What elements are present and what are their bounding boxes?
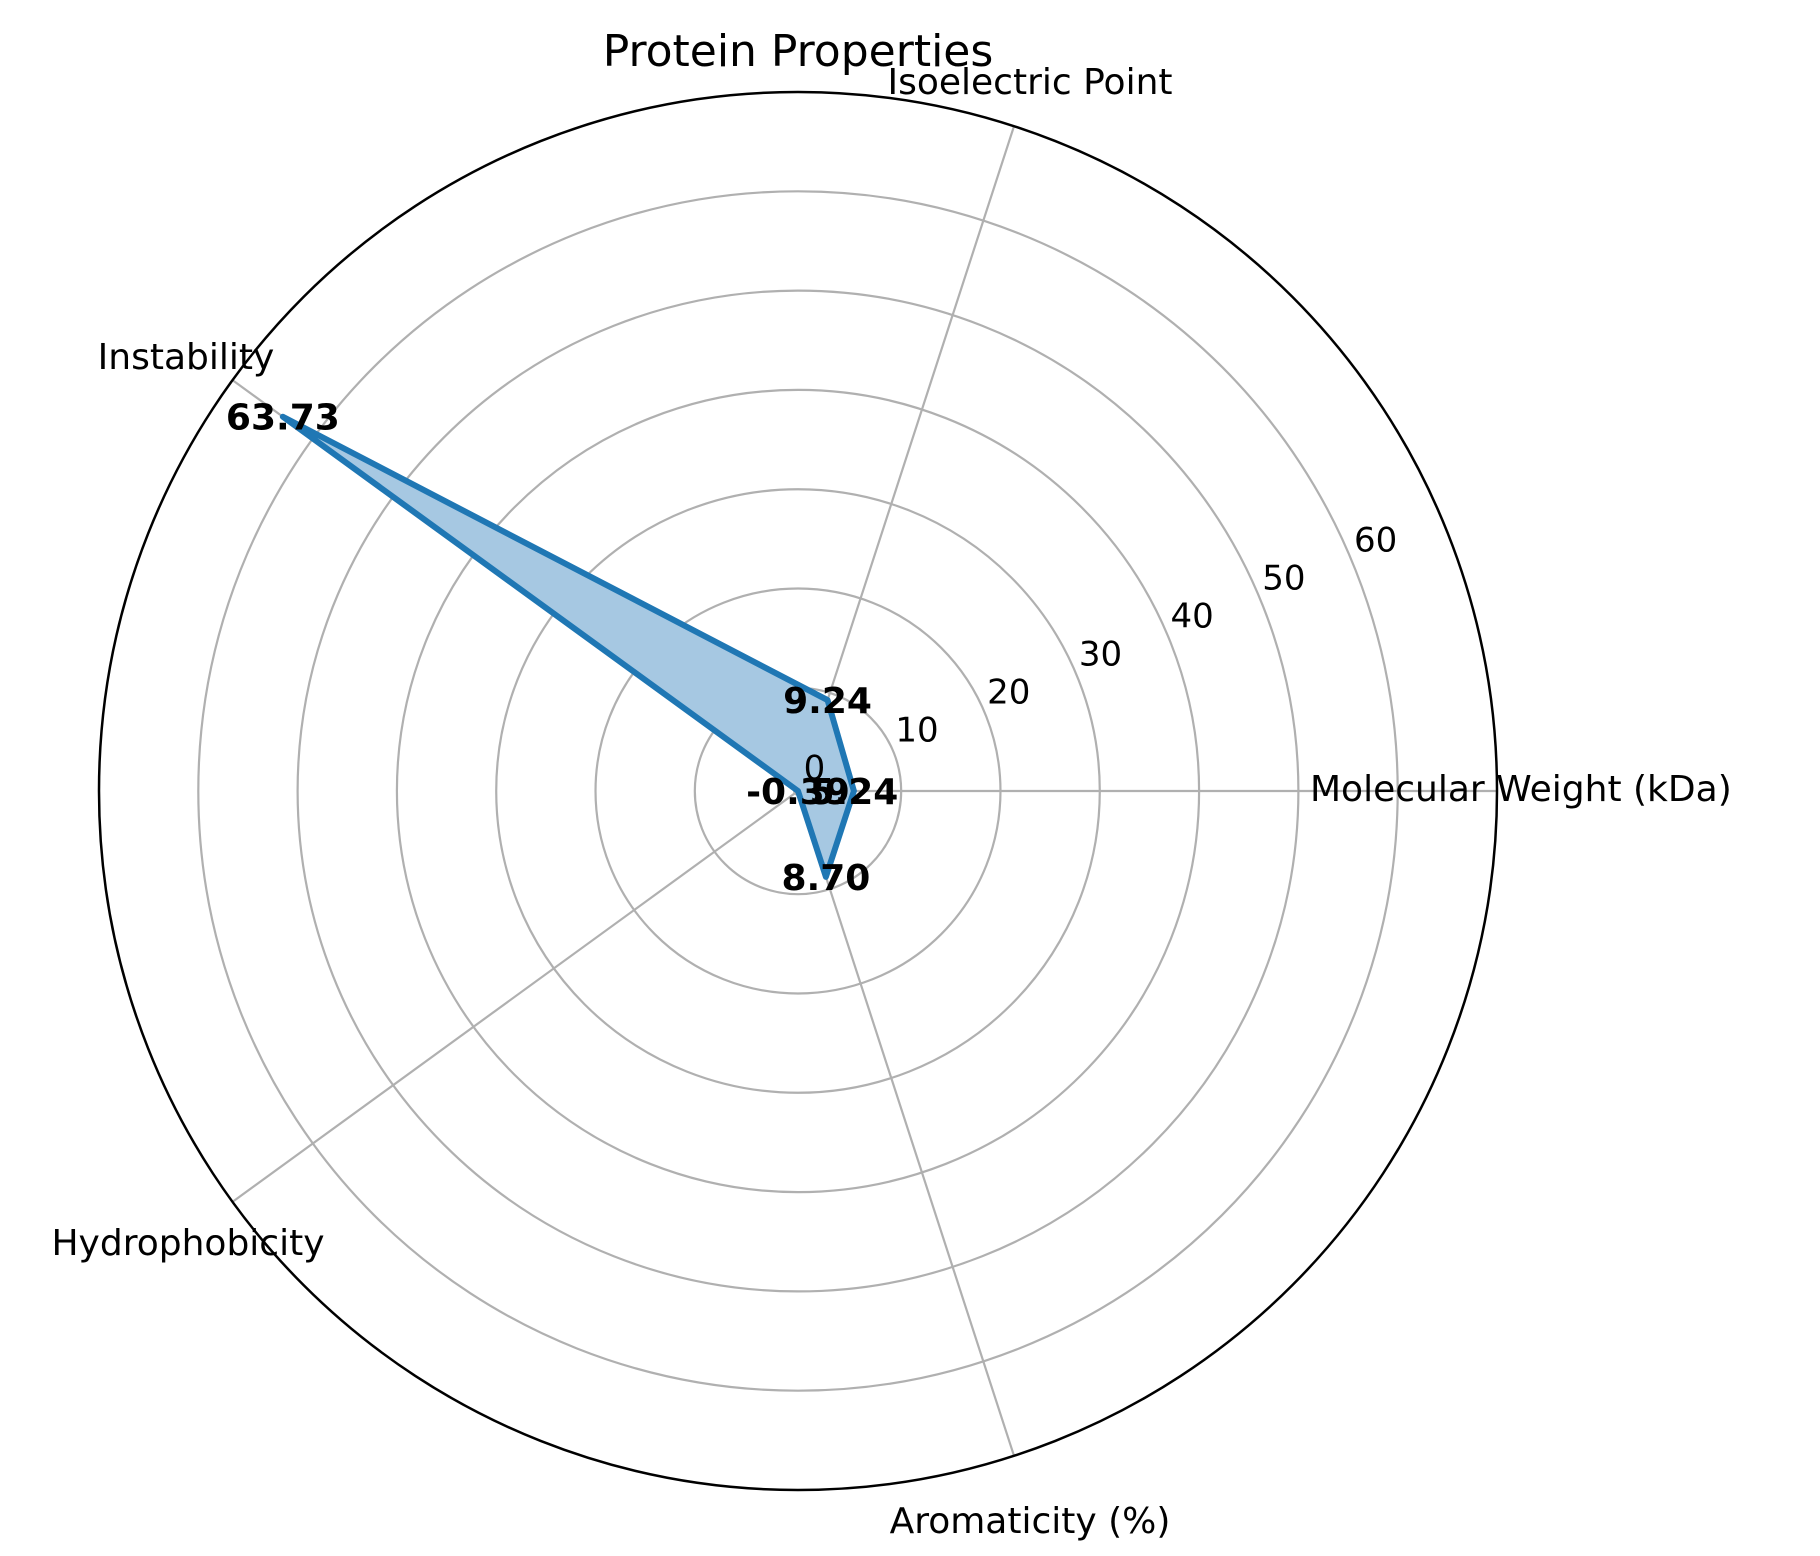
value-label-4: 8.70 [781, 858, 870, 899]
rtick-label-2: 20 [987, 673, 1030, 713]
rtick-label-5: 50 [1262, 559, 1305, 599]
spoke-1 [796, 125, 1016, 792]
rtick-label-4: 40 [1171, 597, 1214, 637]
category-label-3: Hydrophobicity [51, 1223, 324, 1264]
spoke-3 [231, 790, 799, 1203]
series-line [279, 413, 857, 880]
rtick-label-3: 30 [1079, 635, 1122, 675]
value-label-0: 5.24 [809, 772, 898, 813]
chart-title: Protein Properties [603, 26, 994, 77]
category-label-4: Aromaticity (%) [890, 1501, 1171, 1542]
category-label-2: Instability [98, 337, 275, 378]
rtick-label-1: 10 [895, 711, 938, 751]
rtick-label-0: 0 [804, 749, 826, 789]
spoke-4 [796, 790, 1016, 1457]
category-label-0: Molecular Weight (kDa) [1310, 769, 1732, 810]
category-label-1: Isoelectric Point [887, 62, 1172, 103]
label-layer: 0 10 20 30 40 50 60 5.24 9.24 63.73 -0.39 8.70 Molec… [51, 62, 1731, 1542]
value-label-3: -0.39 [746, 772, 850, 813]
value-label-1: 9.24 [783, 681, 872, 722]
series-layer [279, 413, 857, 880]
rtick-label-6: 60 [1354, 521, 1397, 561]
value-label-2: 63.73 [226, 398, 340, 439]
outer-frame [97, 90, 1499, 1492]
